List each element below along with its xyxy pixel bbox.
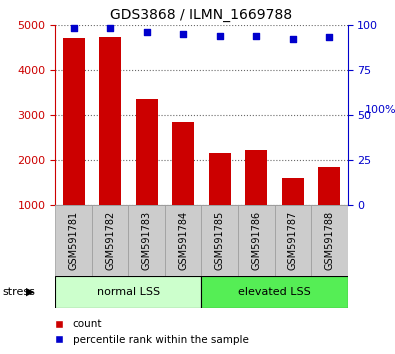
Bar xyxy=(209,153,231,205)
Bar xyxy=(165,205,201,276)
Point xyxy=(326,35,333,40)
Text: GSM591786: GSM591786 xyxy=(251,211,261,270)
Text: GSM591788: GSM591788 xyxy=(324,211,334,270)
Bar xyxy=(99,38,121,205)
Bar xyxy=(282,178,304,205)
Text: GSM591781: GSM591781 xyxy=(69,211,79,270)
Bar xyxy=(136,99,158,205)
Bar xyxy=(92,205,128,276)
Legend: count, percentile rank within the sample: count, percentile rank within the sample xyxy=(45,315,253,349)
Text: stress: stress xyxy=(2,287,35,297)
Bar xyxy=(245,150,267,205)
Point xyxy=(143,29,150,35)
Title: GDS3868 / ILMN_1669788: GDS3868 / ILMN_1669788 xyxy=(110,8,293,22)
Bar xyxy=(201,205,238,276)
Text: GSM591785: GSM591785 xyxy=(215,211,225,270)
Bar xyxy=(201,276,348,308)
Point xyxy=(290,36,296,42)
Text: GSM591787: GSM591787 xyxy=(288,211,298,270)
Bar xyxy=(318,167,340,205)
Bar xyxy=(275,205,311,276)
Bar xyxy=(238,205,275,276)
Text: ▶: ▶ xyxy=(26,287,34,297)
Text: elevated LSS: elevated LSS xyxy=(238,287,311,297)
Point xyxy=(70,25,77,31)
Text: GSM591783: GSM591783 xyxy=(142,211,152,270)
Point xyxy=(253,33,260,39)
Point xyxy=(180,31,186,37)
Text: GSM591784: GSM591784 xyxy=(178,211,188,270)
Point xyxy=(107,25,113,31)
Bar xyxy=(311,205,348,276)
Text: GSM591782: GSM591782 xyxy=(105,211,115,270)
Bar xyxy=(55,276,201,308)
Y-axis label: 100%: 100% xyxy=(365,105,395,115)
Bar xyxy=(172,122,194,205)
Bar xyxy=(55,205,92,276)
Point xyxy=(216,33,223,39)
Bar xyxy=(63,38,85,205)
Bar xyxy=(128,205,165,276)
Text: normal LSS: normal LSS xyxy=(97,287,160,297)
